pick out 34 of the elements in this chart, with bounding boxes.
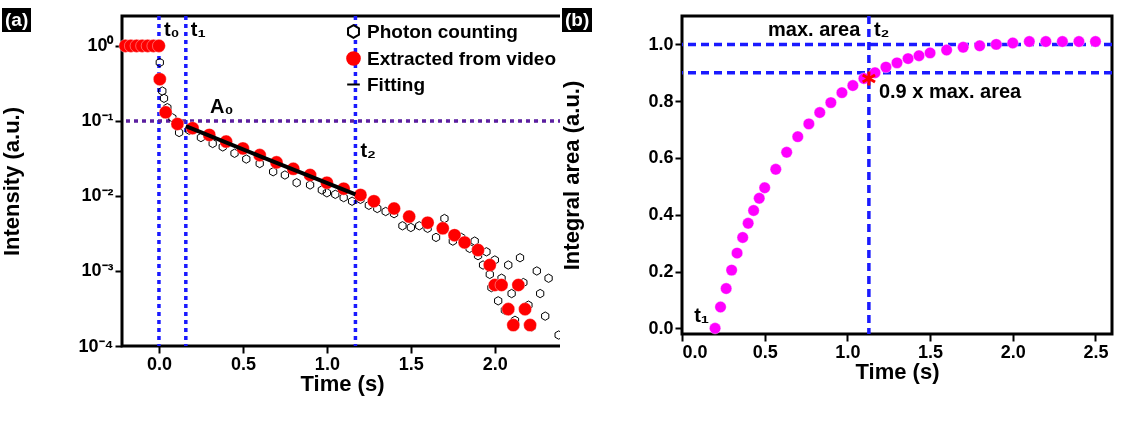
y-tick-label: 0.2 (648, 261, 674, 282)
ref-line-label: t₂ (873, 18, 890, 40)
y-axis-title: Intensity (a.u.) (0, 106, 24, 257)
x-tick-label: 0.0 (682, 341, 708, 362)
annotation: 0.9 x max. area (878, 80, 1023, 103)
x-tick-label: 1.5 (398, 353, 424, 374)
legend-label: Fitting (367, 73, 426, 95)
ref-line-label: A₀ (210, 94, 234, 117)
y-tick-label: 10⁻⁴ (78, 335, 114, 356)
legend-label: Photon counting (367, 20, 518, 42)
x-tick-label: 2.0 (482, 353, 508, 374)
x-tick-label: 0.0 (146, 353, 172, 374)
ref-line-label: max. area (768, 18, 862, 41)
x-tick-label: 2.5 (1083, 341, 1109, 362)
ref-line-label: t₁ (190, 18, 206, 40)
x-tick-label: 0.5 (230, 353, 256, 374)
y-axis-title: Integral area (a.u.) (558, 80, 584, 271)
x-tick-label: 2.0 (1000, 341, 1026, 362)
y-tick-label: 10⁻³ (81, 260, 114, 281)
y-tick-label: 0.8 (648, 90, 674, 111)
chart-title: (a) (2, 8, 32, 32)
y-tick-label: 0.4 (648, 204, 674, 225)
y-tick-label: 0.0 (648, 317, 674, 338)
y-tick-label: 10⁻¹ (81, 110, 114, 131)
ref-line-label: t₀ (163, 18, 180, 40)
annotation: t₁ (694, 304, 710, 327)
y-tick-label: 0.6 (648, 147, 674, 168)
y-tick-label: 10⁻² (81, 185, 114, 206)
chart-title: (b) (562, 8, 593, 32)
y-tick-label: 1.0 (648, 33, 674, 54)
x-tick-label: 0.5 (752, 341, 778, 362)
legend-label: Extracted from video (367, 47, 556, 69)
y-tick-label: 10⁰ (87, 35, 115, 56)
ref-line-label: t₂ (360, 139, 376, 162)
